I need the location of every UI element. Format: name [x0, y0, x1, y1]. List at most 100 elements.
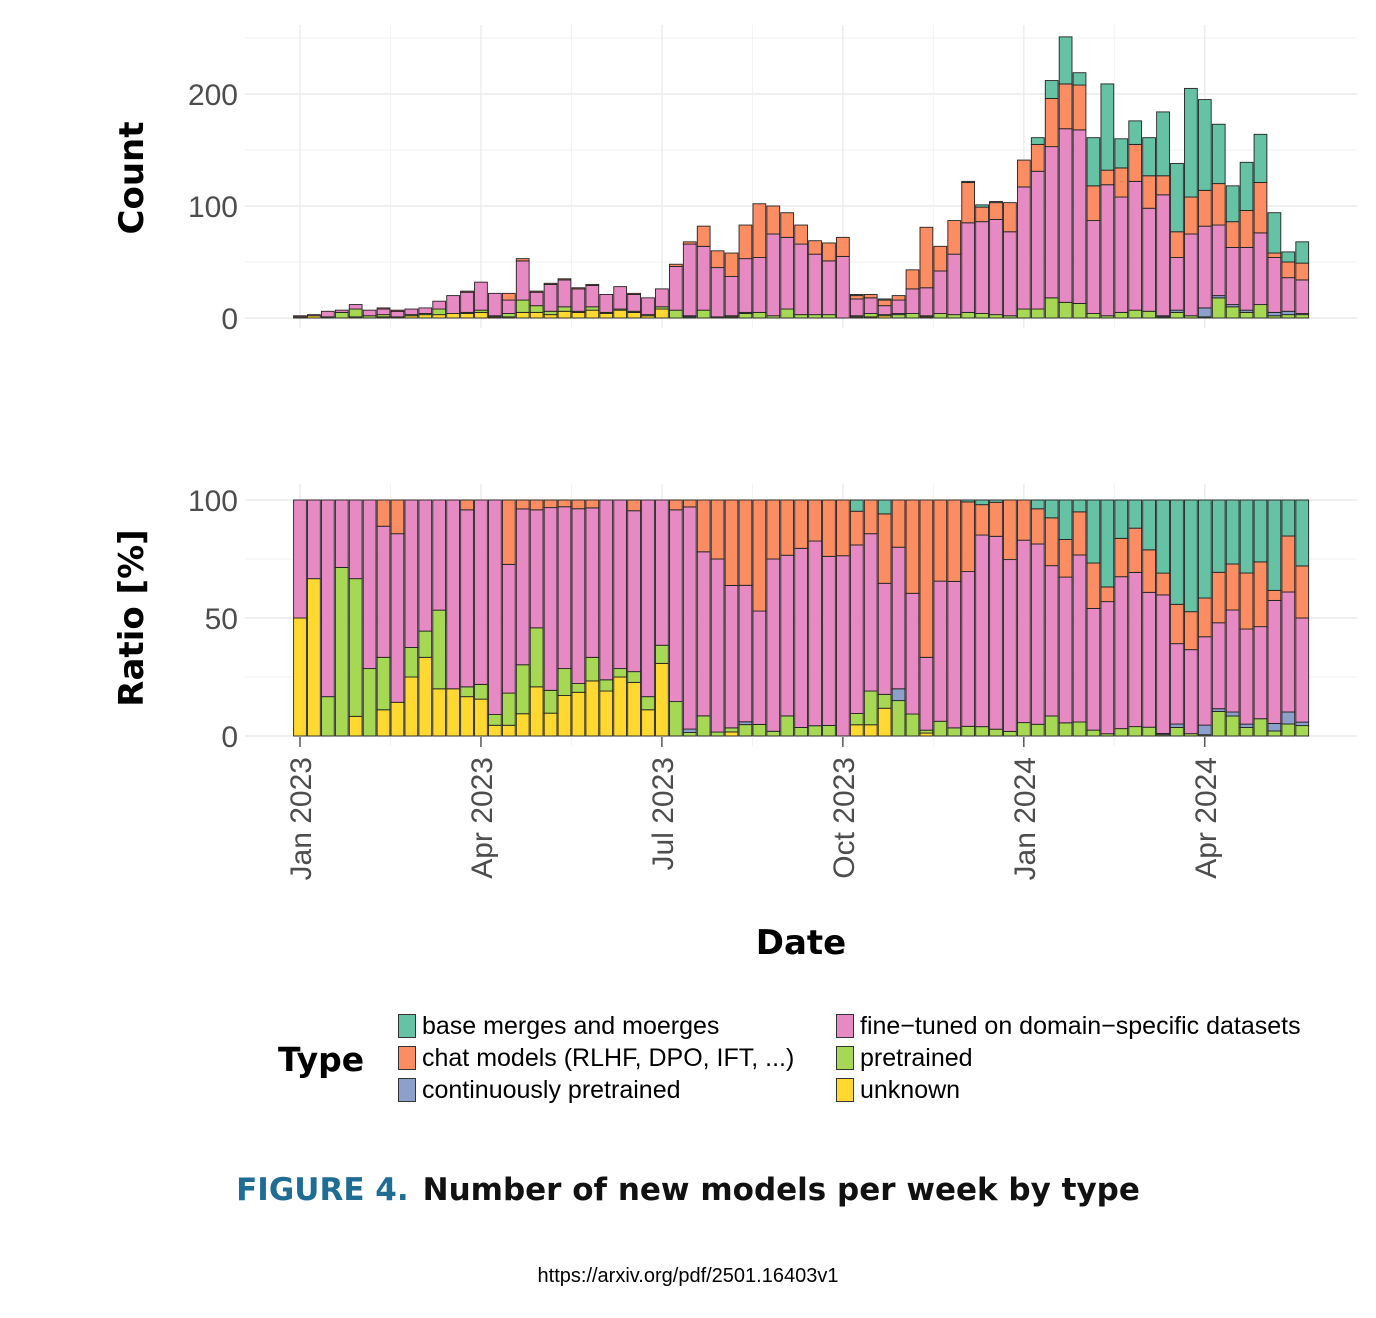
bar-segment-chat-models	[863, 294, 878, 299]
bar-segment-unknown	[376, 709, 391, 737]
bar-segment-chat-models	[905, 269, 920, 290]
bar-segment-chat-models	[1253, 182, 1268, 234]
bar-segment-base-merges	[961, 499, 976, 503]
bar-segment-pretrained	[989, 314, 1003, 319]
bar-segment-continuously-pretrained	[1170, 723, 1184, 728]
bar-segment-fine-tuned	[877, 582, 892, 695]
bar-segment-fine-tuned	[613, 499, 628, 670]
bar-segment-chat-models	[1114, 167, 1129, 198]
bar-segment-base-merges	[1239, 499, 1254, 574]
bar-segment-unknown	[613, 309, 628, 319]
bar-segment-fine-tuned	[362, 499, 377, 670]
bar-segment-base-merges	[1030, 499, 1045, 510]
bar-segment-pretrained	[947, 314, 962, 319]
bar-segment-pretrained	[571, 683, 586, 693]
bar-segment-chat-models	[919, 226, 934, 289]
bar-segment-fine-tuned	[975, 534, 989, 728]
bar-segment-chat-models	[905, 499, 920, 594]
bar-segment-base-merges	[989, 201, 1003, 204]
bar-segment-fine-tuned	[529, 509, 544, 629]
figure-caption-text: Number of new models per week by type	[422, 1172, 1140, 1208]
bar-segment-unknown	[543, 314, 558, 319]
bar-segment-fine-tuned	[710, 558, 725, 733]
bar-segment-pretrained	[808, 725, 822, 737]
x-axis: Jan 2023 Apr 2023 Jul 2023 Oct 2023 Jan 2024…	[285, 737, 1223, 880]
bar-segment-chat-models	[752, 203, 767, 258]
bar-segment-base-merges	[1128, 120, 1143, 145]
legend-label-chat-models: chat models (RLHF, DPO, IFT, ...)	[422, 1043, 795, 1072]
bar-segment-pretrained	[348, 308, 363, 318]
bar-segment-pretrained	[682, 732, 697, 737]
bar-segment-pretrained	[752, 311, 767, 319]
figure-caption: FIGURE 4. Number of new models per week b…	[0, 1172, 1376, 1208]
bar-segment-chat-models	[668, 499, 683, 511]
bar-segment-chat-models	[1156, 175, 1170, 196]
bar-segment-fine-tuned	[515, 508, 530, 666]
bar-segment-pretrained	[710, 731, 725, 737]
bar-segment-fine-tuned	[655, 499, 669, 646]
bar-segment-base-merges	[1086, 137, 1101, 187]
bar-segment-fine-tuned	[432, 499, 447, 611]
bar-segment-base-merges	[1267, 499, 1282, 591]
bar-segment-pretrained	[529, 305, 544, 313]
bar-segment-unknown	[293, 617, 307, 737]
bar-segment-fine-tuned	[599, 294, 614, 313]
bar-segment-base-merges	[1044, 80, 1059, 99]
bar-segment-pretrained	[376, 656, 391, 711]
bar-segment-fine-tuned	[307, 499, 321, 580]
bar-segment-chat-models	[891, 499, 906, 548]
bar-segment-base-merges	[1100, 499, 1115, 588]
bar-segment-unknown	[877, 707, 892, 737]
count-axis-title: Count	[112, 122, 152, 235]
bar-segment-base-merges	[1253, 499, 1268, 563]
bar-segment-pretrained	[334, 311, 349, 319]
legend-item-chat-models: chat models (RLHF, DPO, IFT, ...)	[398, 1043, 794, 1073]
bar-segment-chat-models	[571, 499, 586, 510]
bar-segment-fine-tuned	[460, 509, 474, 688]
bar-segment-pretrained	[1281, 314, 1296, 319]
bar-segment-unknown	[474, 311, 488, 319]
bar-segment-chat-models	[515, 499, 530, 510]
bar-segment-pretrained	[460, 686, 474, 698]
bar-segment-fine-tuned	[766, 558, 781, 732]
bar-segment-pretrained	[738, 313, 753, 319]
bar-segment-fine-tuned	[710, 267, 725, 318]
bar-segment-unknown	[641, 709, 655, 737]
bar-segment-chat-models	[877, 299, 892, 307]
bar-segment-fine-tuned	[474, 281, 488, 311]
bar-segment-pretrained	[334, 566, 349, 737]
legend-title: Type	[278, 1040, 365, 1079]
bar-segment-chat-models	[1211, 183, 1226, 226]
bar-segment-fine-tuned	[933, 580, 948, 722]
bar-segment-base-merges	[1184, 87, 1198, 198]
count-y-tick-label: 200	[188, 79, 238, 112]
bar-segment-fine-tuned	[390, 533, 405, 703]
bar-segment-fine-tuned	[1003, 231, 1017, 317]
bar-segment-chat-models	[1156, 572, 1170, 596]
bar-segment-fine-tuned	[432, 300, 447, 310]
bar-segment-fine-tuned	[390, 310, 405, 318]
bar-segment-unknown	[557, 695, 572, 737]
bar-segment-fine-tuned	[348, 304, 363, 310]
bar-segment-pretrained	[501, 692, 516, 726]
bar-segment-base-merges	[1184, 499, 1198, 613]
bar-segment-fine-tuned	[488, 499, 502, 716]
bar-segment-chat-models	[863, 499, 878, 535]
bar-segment-chat-models	[1225, 563, 1240, 611]
bar-segment-fine-tuned	[1114, 196, 1129, 313]
bar-segment-chat-models	[627, 292, 641, 295]
bar-segment-unknown	[529, 311, 544, 319]
bar-segment-fine-tuned	[362, 309, 377, 317]
bar-segment-fine-tuned	[641, 297, 655, 316]
bar-segment-pretrained	[989, 728, 1003, 737]
bar-segment-fine-tuned	[780, 554, 795, 717]
bar-segment-chat-models	[1281, 261, 1296, 279]
bar-segment-fine-tuned	[975, 221, 989, 314]
bar-segment-unknown	[307, 578, 321, 737]
bar-segment-chat-models	[1267, 252, 1282, 258]
bar-segment-base-merges	[1156, 499, 1170, 574]
bar-segment-chat-models	[1003, 202, 1017, 233]
bar-segment-chat-models	[836, 499, 850, 557]
bar-segment-chat-models	[501, 292, 516, 301]
bar-segment-chat-models	[766, 205, 781, 235]
